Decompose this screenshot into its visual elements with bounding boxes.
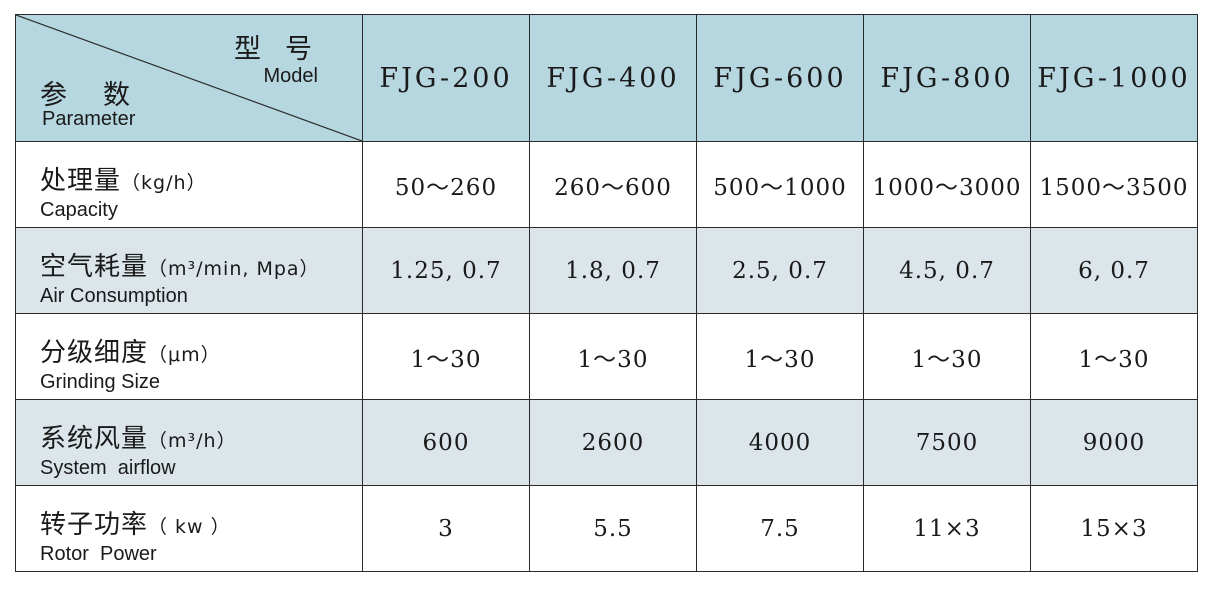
corner-param-zh: 参数 [40,80,166,111]
value-cell: 1～30 [696,313,864,400]
diagonal-divider [16,15,362,141]
param-label-en: Air Consumption [40,285,188,307]
table-row-grinding-size: 分级细度（μm） Grinding Size 1～30 1～30 1～30 1～… [15,313,1198,400]
value-cell: 1～30 [863,313,1031,400]
value-cell: 7500 [863,399,1031,486]
param-unit: （μm） [148,344,221,366]
value-cell: 1～30 [362,313,530,400]
value-cell: 2600 [529,399,697,486]
model-header: FJG-800 [863,14,1031,142]
value-cell: 500～1000 [696,141,864,228]
value-cell: 11×3 [863,485,1031,572]
value-cell: 4000 [696,399,864,486]
param-unit: （m³/min, Mpa） [148,258,320,280]
param-cell: 处理量（kg/h） Capacity [15,141,363,228]
spec-table: 型号 Model 参数 Parameter FJG-200 FJG-400 FJ… [15,14,1198,572]
value-cell: 260～600 [529,141,697,228]
value-cell: 1～30 [529,313,697,400]
param-label-zh: 分级细度（μm） [40,338,221,368]
value-cell: 3 [362,485,530,572]
param-label-zh: 处理量（kg/h） [40,166,207,196]
corner-header-cell: 型号 Model 参数 Parameter [15,14,363,142]
param-label-zh: 空气耗量（m³/min, Mpa） [40,252,320,282]
value-cell: 2.5, 0.7 [696,227,864,314]
param-cell: 分级细度（μm） Grinding Size [15,313,363,400]
param-unit: （kg/h） [121,172,207,194]
value-cell: 1500～3500 [1030,141,1198,228]
value-cell: 1～30 [1030,313,1198,400]
param-cell: 系统风量（m³/h） System airflow [15,399,363,486]
param-cell: 转子功率（ kw ） Rotor Power [15,485,363,572]
param-unit: （m³/h） [148,430,237,452]
value-cell: 15×3 [1030,485,1198,572]
table-row-system-airflow: 系统风量（m³/h） System airflow 600 2600 4000 … [15,399,1198,486]
param-label-zh: 系统风量（m³/h） [40,424,237,454]
value-cell: 600 [362,399,530,486]
table-row-rotor-power: 转子功率（ kw ） Rotor Power 3 5.5 7.5 11×3 15… [15,485,1198,572]
param-label-en: Capacity [40,199,118,221]
model-header: FJG-1000 [1030,14,1198,142]
table-row-capacity: 处理量（kg/h） Capacity 50～260 260～600 500～10… [15,141,1198,228]
param-unit: （ kw ） [148,516,231,538]
value-cell: 50～260 [362,141,530,228]
model-header: FJG-600 [696,14,864,142]
model-header: FJG-400 [529,14,697,142]
corner-model-en: Model [263,65,318,87]
value-cell: 6, 0.7 [1030,227,1198,314]
param-cell: 空气耗量（m³/min, Mpa） Air Consumption [15,227,363,314]
param-label-en: Rotor Power [40,543,157,565]
value-cell: 1000～3000 [863,141,1031,228]
corner-model-zh: 型号 [234,34,336,65]
corner-param-en: Parameter [42,108,136,130]
header-row: 型号 Model 参数 Parameter FJG-200 FJG-400 FJ… [15,14,1198,142]
value-cell: 7.5 [696,485,864,572]
value-cell: 4.5, 0.7 [863,227,1031,314]
param-label-zh: 转子功率（ kw ） [40,510,231,540]
value-cell: 5.5 [529,485,697,572]
model-header: FJG-200 [362,14,530,142]
value-cell: 9000 [1030,399,1198,486]
value-cell: 1.25, 0.7 [362,227,530,314]
value-cell: 1.8, 0.7 [529,227,697,314]
param-label-en: System airflow [40,457,176,479]
param-label-en: Grinding Size [40,371,161,393]
table-row-air-consumption: 空气耗量（m³/min, Mpa） Air Consumption 1.25, … [15,227,1198,314]
